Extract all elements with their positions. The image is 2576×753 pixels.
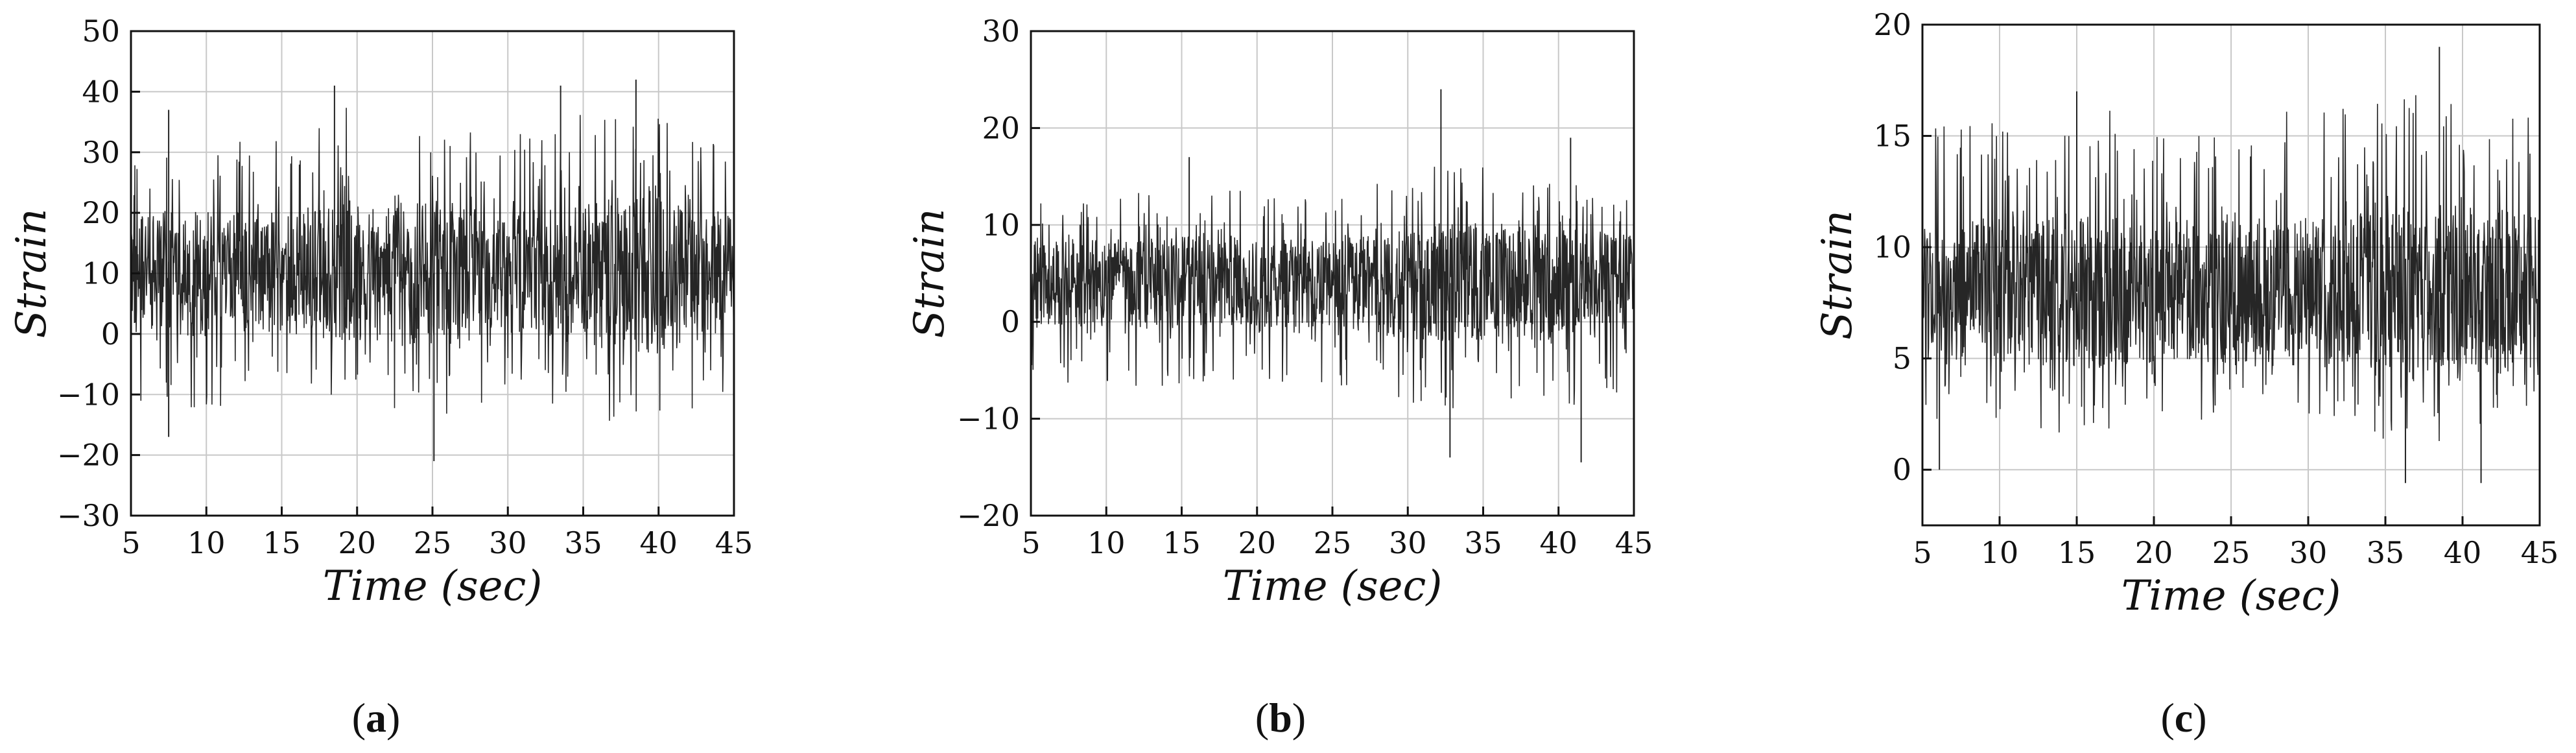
y-tick-label: 10 (982, 208, 1020, 243)
x-tick-label: 20 (2135, 535, 2173, 570)
panel-label-close: ) (386, 695, 400, 741)
panel-label-close: ) (1292, 695, 1306, 741)
y-tick-label: −20 (57, 438, 120, 473)
y-axis-title: Strain (1814, 210, 1861, 340)
x-tick-label: 30 (2289, 535, 2328, 570)
y-tick-label: −10 (57, 377, 120, 412)
y-tick-label: −30 (57, 498, 120, 533)
x-tick-label: 45 (1615, 525, 1653, 560)
x-tick-label: 20 (1238, 525, 1276, 560)
panel-label-close: ) (2193, 695, 2206, 741)
x-tick-label: 15 (1163, 525, 1201, 560)
x-axis-title: Time (sec) (1223, 562, 1443, 610)
x-tick-label: 5 (1021, 525, 1040, 560)
x-tick-label: 15 (263, 525, 301, 560)
x-tick-label: 25 (2212, 535, 2251, 570)
x-tick-label: 40 (1539, 525, 1578, 560)
panel-label-c: (c) (2160, 695, 2206, 741)
x-tick-label: 35 (1464, 525, 1502, 560)
panel-label-letter: b (1269, 695, 1292, 741)
x-tick-label: 40 (639, 525, 678, 560)
panel-label-a: (a) (352, 695, 401, 741)
y-tick-label: 40 (82, 74, 120, 109)
y-tick-label: 30 (82, 135, 120, 170)
panel-label-letter: c (2175, 695, 2193, 741)
x-tick-label: 10 (1087, 525, 1126, 560)
y-tick-label: 10 (1873, 230, 1911, 265)
x-tick-label: 30 (489, 525, 527, 560)
y-tick-label: 50 (82, 14, 120, 49)
x-axis-title: Time (sec) (2121, 572, 2341, 620)
y-tick-label: −10 (957, 401, 1020, 436)
x-axis-title: Time (sec) (323, 562, 543, 610)
panel-label-letter: a (366, 695, 386, 741)
strain-series-line (1922, 95, 2540, 442)
panel-label-open: ( (1255, 695, 1269, 741)
x-tick-label: 35 (564, 525, 602, 560)
x-tick-label: 5 (1913, 535, 1932, 570)
y-tick-label: −20 (957, 498, 1020, 533)
panel-label-open: ( (2160, 695, 2174, 741)
x-tick-label: 5 (121, 525, 140, 560)
y-tick-label: 20 (1873, 7, 1911, 42)
x-tick-label: 40 (2444, 535, 2482, 570)
x-tick-label: 45 (2521, 535, 2559, 570)
y-tick-label: 0 (1001, 304, 1020, 339)
x-tick-label: 45 (715, 525, 753, 560)
y-tick-label: 15 (1873, 119, 1911, 154)
y-tick-label: 0 (101, 317, 120, 352)
x-tick-label: 30 (1389, 525, 1427, 560)
y-tick-label: 20 (982, 110, 1020, 145)
x-tick-label: 25 (1314, 525, 1352, 560)
y-tick-label: 20 (82, 195, 120, 230)
x-tick-label: 35 (2367, 535, 2405, 570)
y-tick-label: 10 (82, 256, 120, 291)
strain-series-line (1030, 167, 1635, 409)
x-tick-label: 25 (414, 525, 452, 560)
x-tick-label: 15 (2058, 535, 2096, 570)
panel-label-b: (b) (1255, 695, 1306, 741)
x-tick-label: 10 (1981, 535, 2019, 570)
strain-series-line (130, 108, 735, 421)
y-axis-title: Strain (8, 209, 56, 339)
x-tick-label: 20 (338, 525, 376, 560)
y-tick-label: 30 (982, 14, 1020, 49)
y-tick-label: 0 (1893, 452, 1911, 487)
y-tick-label: 5 (1893, 341, 1911, 376)
y-axis-title: Strain (906, 209, 954, 339)
x-tick-label: 10 (187, 525, 226, 560)
panel-label-open: ( (352, 695, 366, 741)
chart-panel-a: 5 10 15 20 25 30 35 40 45 −30 −20 −10 0 10 20 30 40 50 Tim… (8, 14, 753, 741)
